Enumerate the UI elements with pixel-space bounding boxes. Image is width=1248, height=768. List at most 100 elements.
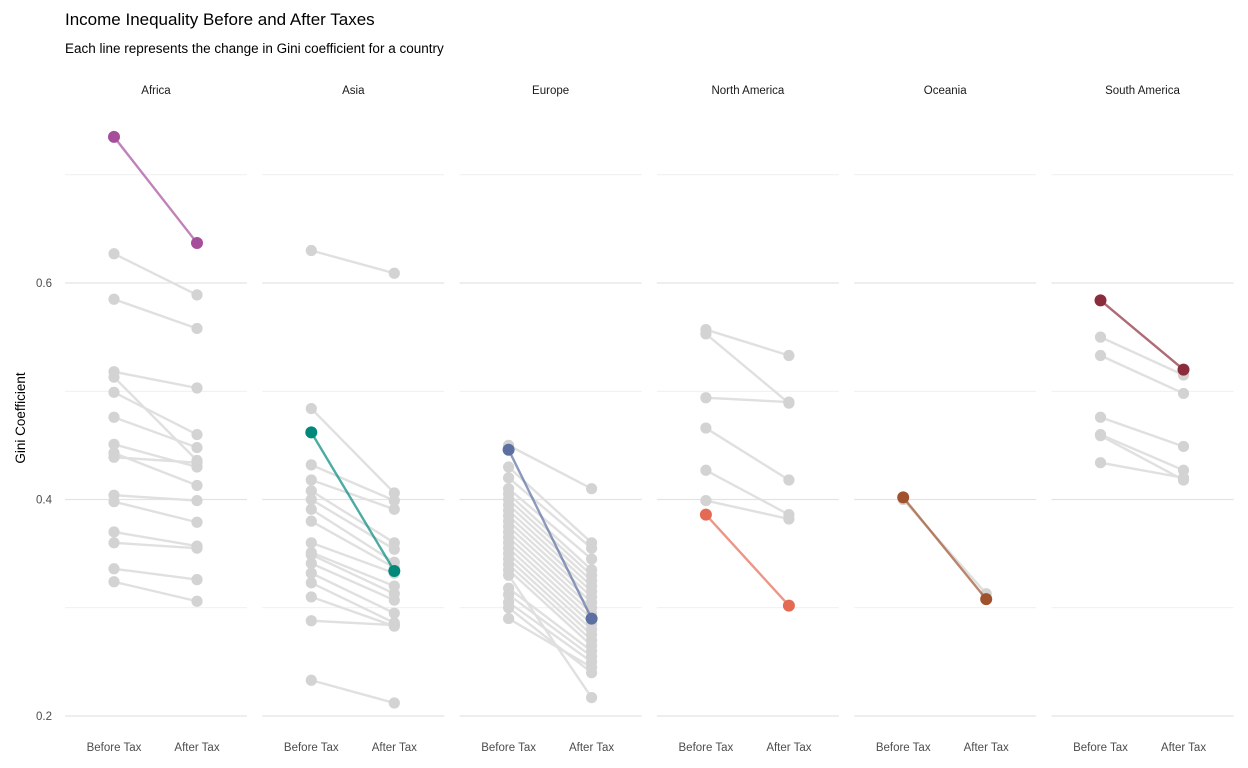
country-line (1099, 434, 1185, 482)
x-tick-label: Before Tax (876, 742, 931, 754)
country-line (507, 514, 593, 593)
before-point (700, 328, 712, 340)
highlight-line (310, 431, 396, 573)
highlight-after-point (782, 599, 795, 612)
country-line (310, 489, 396, 544)
highlight-line (902, 496, 988, 601)
after-point (191, 289, 203, 301)
country-line (112, 541, 199, 550)
before-point (305, 515, 317, 527)
highlight-before-point (305, 426, 318, 439)
before-point (1094, 349, 1107, 362)
country-line (704, 396, 791, 404)
country-line (112, 298, 199, 330)
country-line (310, 571, 396, 615)
after-point (191, 516, 203, 528)
country-line (310, 619, 396, 627)
after-point (191, 479, 203, 492)
country-line (112, 252, 199, 297)
before-point (1094, 331, 1107, 343)
before-point (108, 576, 120, 588)
highlight-before-point (108, 130, 120, 143)
country-line (1099, 335, 1185, 377)
country-line (112, 530, 199, 548)
after-point (586, 553, 598, 565)
highlight-before-point (897, 491, 910, 504)
country-line (310, 581, 396, 625)
country-line (112, 370, 199, 390)
after-point (388, 607, 400, 619)
before-point (305, 577, 317, 589)
before-point (503, 461, 515, 473)
highlight-after-point (388, 564, 401, 577)
country-line (507, 574, 593, 699)
highlight-after-point (1177, 363, 1190, 376)
country-line (507, 617, 593, 669)
country-line (507, 563, 593, 642)
before-point (1094, 411, 1107, 423)
before-point (503, 472, 515, 484)
before-point (108, 496, 120, 508)
before-point (108, 537, 120, 549)
before-point (305, 402, 317, 415)
x-tick-label: After Tax (766, 742, 811, 754)
after-point (191, 322, 203, 335)
highlight-line (1099, 299, 1185, 371)
after-point (191, 494, 203, 507)
before-point (108, 438, 120, 450)
country-line (507, 552, 593, 631)
facet-panel: Oceania Before Tax After Tax (876, 85, 1009, 754)
country-line (112, 493, 199, 502)
before-point (305, 244, 317, 257)
x-tick-label: After Tax (372, 742, 417, 754)
country-line (112, 391, 199, 436)
before-point (305, 674, 317, 686)
country-line (507, 587, 593, 653)
facet-panel: South America Before Tax After Tax (1073, 85, 1206, 754)
country-line (310, 478, 396, 511)
before-point (305, 567, 317, 579)
highlight-after-point (585, 612, 598, 625)
highlight-line (507, 448, 593, 620)
country-line (507, 568, 593, 647)
x-tick-label: Before Tax (284, 742, 339, 754)
before-point (503, 612, 515, 625)
country-line (507, 503, 593, 582)
before-point (1094, 457, 1107, 469)
country-line (507, 601, 593, 664)
y-tick-label: 0.4 (36, 495, 53, 507)
after-point (388, 594, 400, 606)
after-point (388, 494, 400, 507)
before-point (503, 602, 515, 614)
country-line (507, 547, 593, 626)
country-line (1099, 461, 1185, 480)
before-point (305, 485, 317, 497)
after-point (1177, 387, 1190, 400)
country-line (310, 553, 396, 595)
before-point (108, 293, 120, 305)
x-tick-label: Before Tax (481, 742, 536, 754)
after-point (1177, 472, 1190, 484)
before-point (108, 386, 120, 398)
before-point (305, 591, 317, 603)
country-line (507, 519, 593, 599)
before-point (108, 371, 120, 383)
facet-panel: North America Before Tax After Tax (679, 85, 812, 754)
after-point (586, 667, 598, 679)
facet-strip-label: Oceania (924, 85, 967, 97)
before-point (700, 392, 712, 404)
chart-title: Income Inequality Before and After Taxes (65, 10, 375, 29)
country-line (112, 456, 199, 464)
country-line (310, 249, 396, 275)
country-line (507, 557, 593, 637)
after-point (191, 542, 203, 554)
before-point (305, 493, 317, 506)
after-point (586, 483, 598, 495)
after-point (1177, 440, 1190, 453)
facet-panel: Asia Before Tax After Tax (284, 85, 417, 754)
after-point (388, 697, 400, 709)
before-point (503, 569, 515, 581)
highlight-line (704, 513, 791, 607)
x-tick-label: Before Tax (87, 742, 142, 754)
before-point (305, 459, 317, 471)
